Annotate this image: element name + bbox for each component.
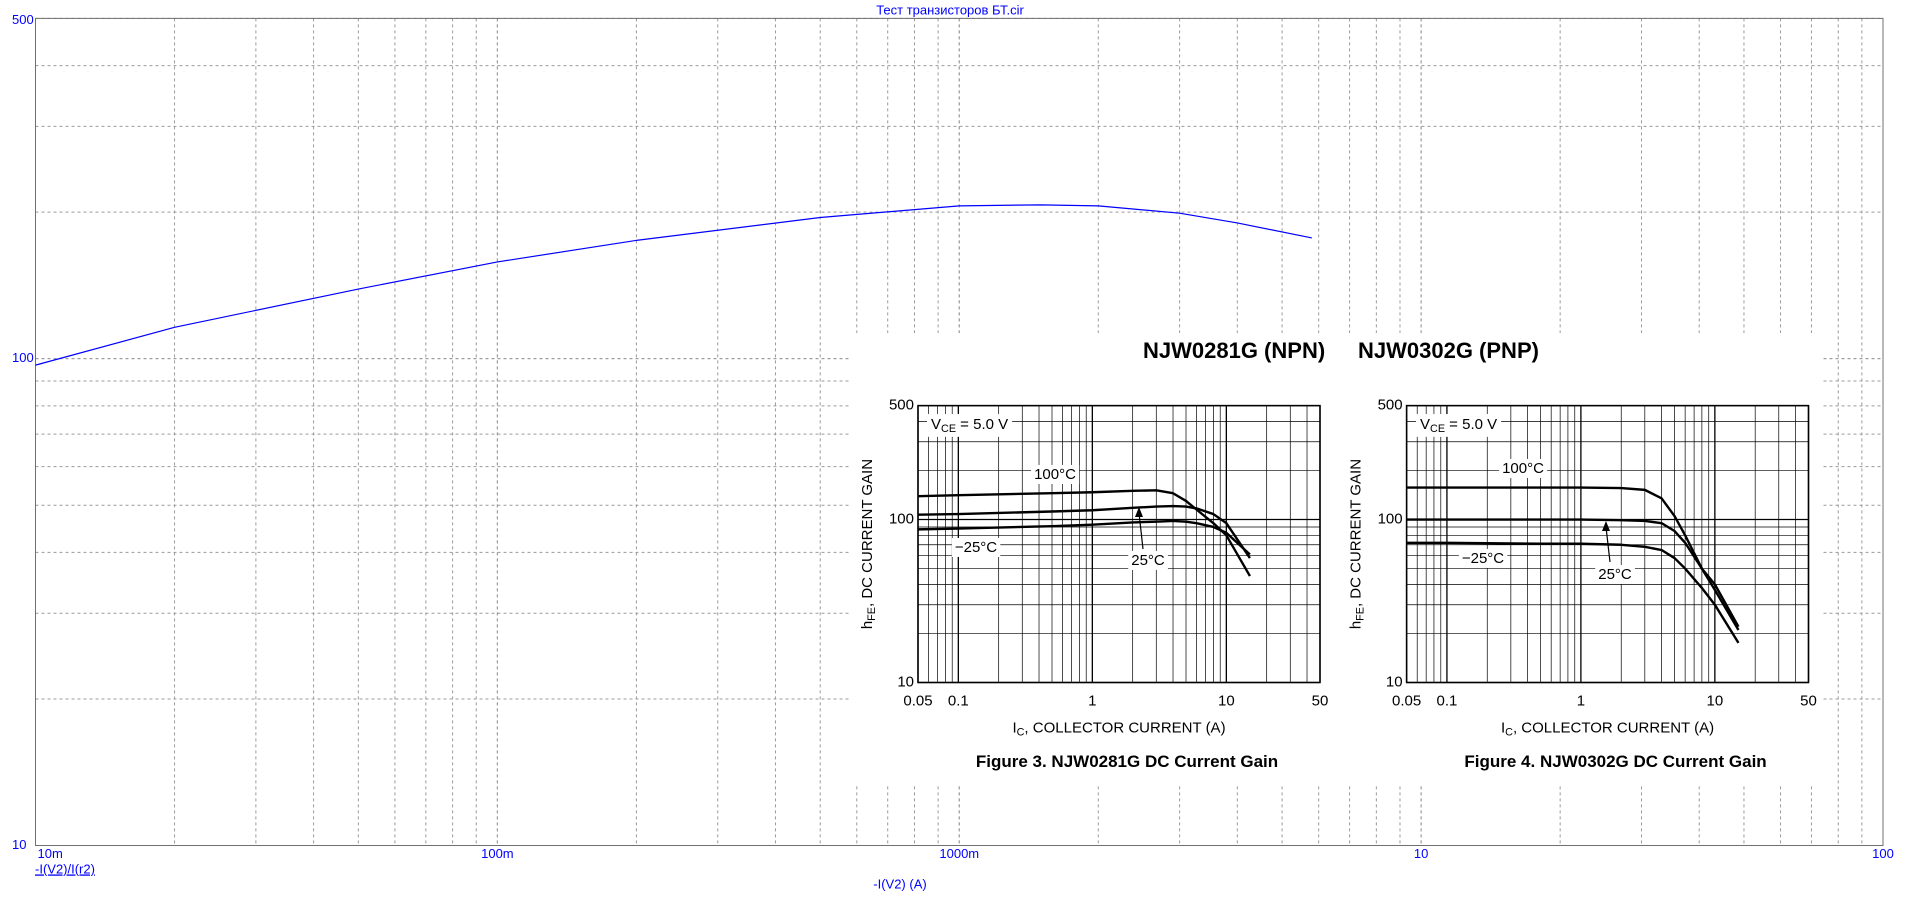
x-tick-label: 0.05 [903, 692, 932, 709]
gain-curve [1406, 541, 1740, 644]
y-tick-label: 10 [897, 673, 914, 690]
gain-curve [917, 489, 1251, 577]
curve-label: 100°C [1502, 460, 1544, 477]
y-axis-label-main: h [859, 621, 876, 629]
figure-caption: Figure 3. NJW0281G DC Current Gain [976, 752, 1278, 771]
x-tick-label: 50 [1800, 692, 1817, 709]
trace [35, 204, 1312, 366]
x-axis-label-main: I [1501, 719, 1505, 736]
gain-curve [917, 504, 1251, 559]
x-tick-label: 10 [1218, 692, 1235, 709]
x-axis-label: IC, COLLECTOR CURRENT (A) [1501, 719, 1714, 738]
x-tick-label: 10 [1414, 846, 1428, 861]
curve-label: 25°C [1131, 552, 1165, 569]
datasheet-image [849, 333, 1823, 785]
y-tick-label: 500 [889, 397, 914, 414]
curve-label-group: 100°C [1031, 464, 1080, 484]
curve-label: 100°C [1034, 466, 1076, 483]
x-tick-label: 0.1 [948, 692, 969, 709]
gain-curve [917, 519, 1251, 556]
x-axis-label-main: I [1012, 719, 1016, 736]
x-axis-label: -I(V2) (A) [873, 876, 926, 891]
curve-label-box [1595, 564, 1635, 584]
y-tick-label: 100 [1378, 510, 1403, 527]
x-tick-label: 0.05 [1392, 692, 1421, 709]
y-axis-label-rest: , DC CURRENT GAIN [859, 459, 876, 607]
annotation-arrow [1605, 526, 1611, 563]
x-tick-label: 100m [481, 846, 514, 861]
curve-label-box [1128, 550, 1168, 570]
curve-label: 25°C [1598, 566, 1632, 583]
curve-label: −25°C [1462, 550, 1504, 567]
x-tick-label: 0.1 [1436, 692, 1457, 709]
plot-frame [1405, 404, 1810, 684]
x-axis-label-rest: , COLLECTOR CURRENT (A) [1024, 719, 1225, 736]
x-tick-label: 100 [1872, 846, 1894, 861]
x-axis-label-sub: C [1017, 726, 1025, 738]
x-axis-label: IC, COLLECTOR CURRENT (A) [1012, 719, 1225, 738]
annotation-arrow [1138, 512, 1144, 550]
datasheet-heading: NJW0302G (PNP) [1358, 338, 1539, 363]
x-tick-label: 50 [1312, 692, 1329, 709]
curve-label: −25°C [955, 539, 997, 556]
x-tick-label: 10m [38, 846, 63, 861]
curve-label-box [1499, 458, 1548, 478]
annotation-box [1416, 413, 1502, 437]
annotation-main: V [931, 416, 941, 433]
curve-label-group: 25°C [1595, 564, 1635, 584]
annotation-sub: CE [1430, 423, 1445, 435]
annotation-main: V [1420, 416, 1430, 433]
annotation: VCE = 5.0 V [1420, 416, 1497, 435]
chart-title: Тест транзисторов БТ.cir [876, 2, 1024, 17]
y-tick-label: 10 [12, 837, 26, 852]
plot-frame [917, 404, 1321, 684]
x-tick-label: 1 [1577, 692, 1585, 709]
datasheet-heading: NJW0281G (NPN) [1143, 338, 1325, 363]
y-tick-label: 500 [12, 12, 34, 27]
x-tick-label: 1 [1088, 692, 1096, 709]
y-axis-label: hFE, DC CURRENT GAIN [859, 459, 878, 629]
gain-curve [1406, 518, 1740, 628]
x-tick-label: 10 [1707, 692, 1724, 709]
x-axis-label-sub: C [1505, 726, 1513, 738]
y-axis-label-sub: FE [866, 607, 878, 621]
y-tick-label: 10 [1386, 673, 1403, 690]
y-axis-label-rest: , DC CURRENT GAIN [1348, 459, 1365, 607]
annotation-rest: = 5.0 V [956, 416, 1008, 433]
y-tick-label: 100 [889, 510, 914, 527]
annotation-box [927, 413, 1013, 437]
x-tick-label: 1000m [939, 846, 979, 861]
annotation-rest: = 5.0 V [1445, 416, 1497, 433]
curve-label-box [951, 537, 1001, 557]
annotation: VCE = 5.0 V [931, 416, 1008, 435]
figure-caption: Figure 4. NJW0302G DC Current Gain [1464, 752, 1766, 771]
main-plot: 10m 100m 1000m 10 100 10 100 500 -I(V2)/I(r2) Тес… [12, 2, 1894, 891]
curve-label-group: −25°C [951, 537, 1001, 557]
y-tick-label: 500 [1378, 397, 1403, 414]
plot-frame [35, 17, 1884, 846]
curve-label-group: 100°C [1499, 458, 1548, 478]
curve-label-box [1031, 464, 1080, 484]
annotation-group: VCE = 5.0 V [1416, 413, 1502, 437]
y-axis-label: hFE, DC CURRENT GAIN [1348, 459, 1367, 629]
y-axis-label-sub: FE [1354, 607, 1366, 621]
y-axis-label-main: h [1348, 621, 1365, 629]
curve-label-group: −25°C [1458, 548, 1508, 568]
curve-label-group: 25°C [1128, 550, 1168, 570]
arrow-head [1135, 507, 1143, 517]
arrow-head [1602, 521, 1610, 531]
y-tick-label: 100 [12, 350, 34, 365]
curve-label-box [1458, 548, 1508, 568]
x-axis-label-rest: , COLLECTOR CURRENT (A) [1513, 719, 1714, 736]
legend-entry: -I(V2)/I(r2) [35, 861, 95, 876]
annotation-sub: CE [941, 423, 956, 435]
annotation-group: VCE = 5.0 V [927, 413, 1013, 437]
